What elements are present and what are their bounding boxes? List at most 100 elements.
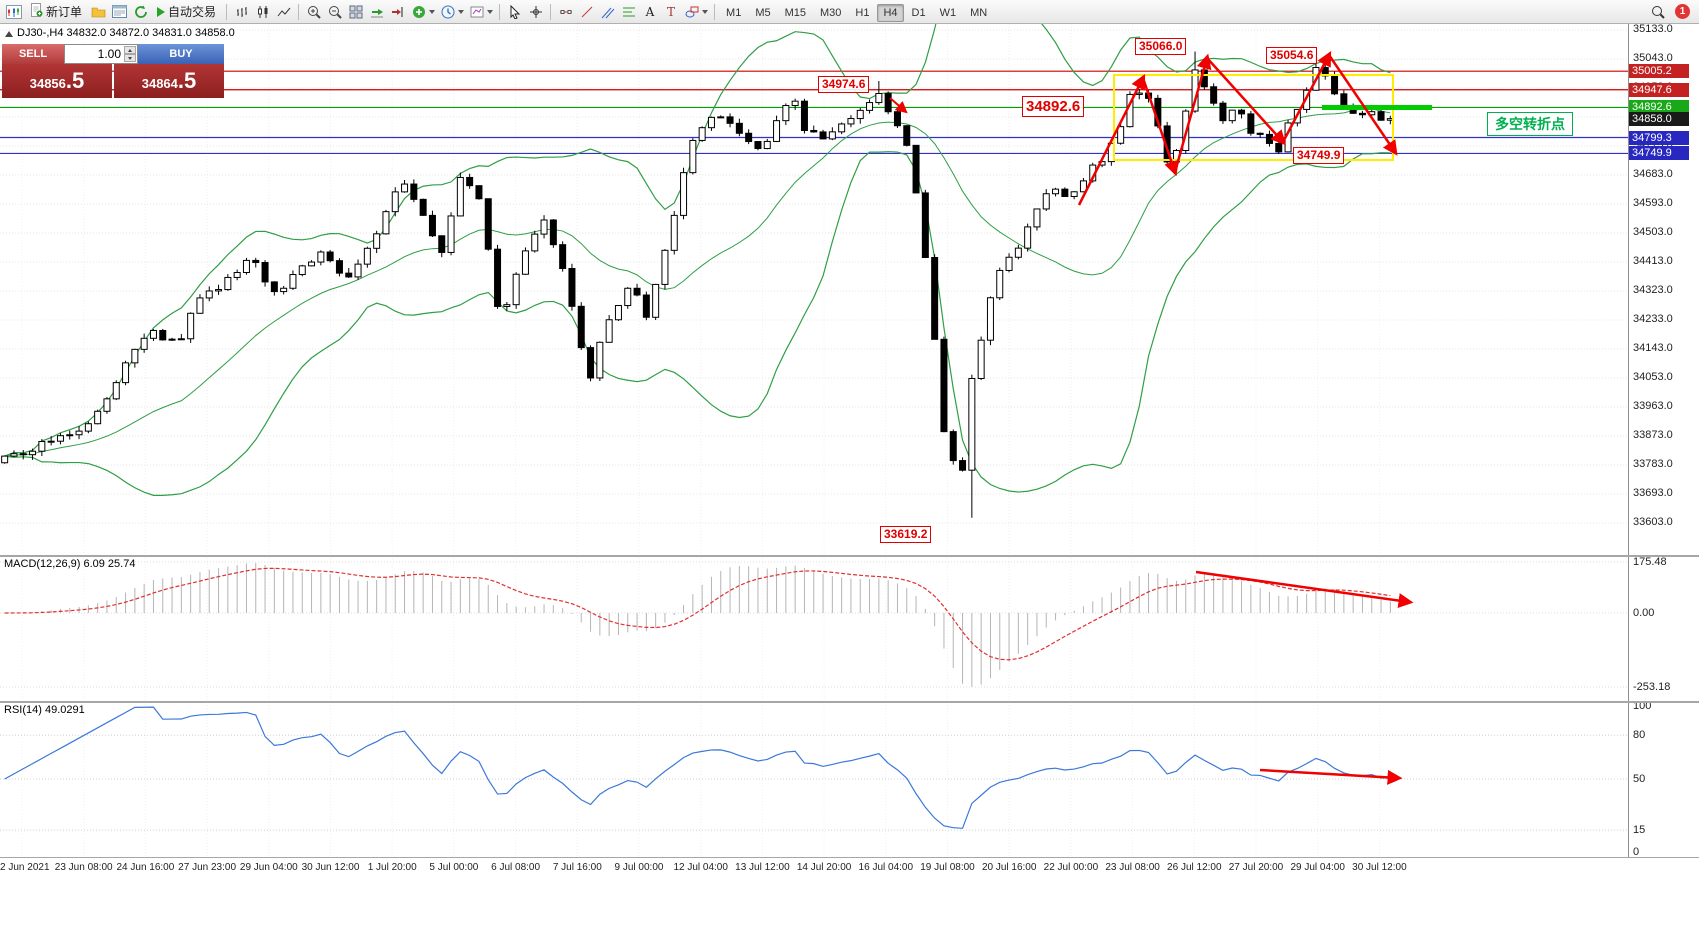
indicators-caret[interactable] — [429, 9, 436, 14]
auto-scroll-icon[interactable] — [366, 2, 387, 22]
volume-input[interactable] — [65, 45, 137, 63]
toolbar-separator — [298, 3, 300, 20]
timeframe-mn[interactable]: MN — [970, 6, 988, 19]
toolbar-separator — [550, 3, 552, 20]
toolbar-separator — [226, 3, 228, 20]
shapes-icon[interactable] — [681, 2, 702, 22]
autotrading-button[interactable]: 自动交易 — [151, 2, 222, 22]
y-axis-label: 35133.0 — [1633, 23, 1673, 35]
timeframe-w1[interactable]: W1 — [939, 6, 957, 19]
autotrading-label: 自动交易 — [168, 5, 217, 19]
chart-canvas[interactable] — [0, 24, 1628, 878]
time-label: 23 Jul 08:00 — [1105, 862, 1160, 873]
fibonacci-icon[interactable] — [618, 2, 639, 22]
notification-badge[interactable]: 1 — [1675, 4, 1690, 19]
time-label: 20 Jul 16:00 — [981, 862, 1037, 873]
one-click-trading-panel: SELL BUY 34856.5 34864.5 — [2, 44, 224, 98]
toolbar-right-group: 1 — [1647, 2, 1696, 22]
price-tag-34892[interactable]: 34892.6 — [1022, 96, 1085, 117]
macd-label: MACD(12,26,9) 6.09 25.74 — [4, 558, 136, 570]
time-label: 12 Jul 04:00 — [673, 862, 728, 873]
time-label: 7 Jul 16:00 — [552, 862, 602, 873]
time-label: 22 Jul 00:00 — [1043, 862, 1099, 873]
pivot-point-label[interactable]: 多空转折点 — [1487, 112, 1573, 136]
zoom-out-icon[interactable] — [324, 2, 345, 22]
shapes-caret[interactable] — [702, 9, 709, 14]
y-axis-label: 34683.0 — [1633, 168, 1673, 180]
y-axis-label: 33873.0 — [1633, 429, 1673, 441]
crosshair-icon[interactable] — [525, 2, 546, 22]
data-window-icon[interactable] — [109, 2, 130, 22]
timeframe-m30[interactable]: M30 — [820, 6, 842, 19]
buy-price[interactable]: 34864.5 — [114, 64, 224, 98]
up-arrow-icon — [128, 48, 132, 52]
label-icon[interactable]: T — [660, 2, 681, 22]
rsi-scale-label: 15 — [1633, 824, 1646, 837]
one-click-toggle-icon[interactable] — [5, 31, 13, 37]
toolbar-separator — [714, 3, 716, 20]
price-marker: 34892.6 — [1629, 100, 1689, 115]
price-tag-35066[interactable]: 35066.0 — [1135, 38, 1187, 55]
time-label: 29 Jul 04:00 — [1290, 862, 1345, 873]
templates-caret[interactable] — [487, 9, 494, 14]
chart-window-icon[interactable] — [3, 2, 24, 22]
time-label: 23 Jun 08:00 — [54, 862, 113, 873]
cursor-icon[interactable] — [504, 2, 525, 22]
new-order-label: 新订单 — [46, 5, 83, 19]
y-axis-label: 34323.0 — [1633, 284, 1673, 296]
time-label: 5 Jul 00:00 — [429, 862, 479, 873]
panel-separator[interactable] — [0, 701, 1699, 703]
panel-separator[interactable] — [0, 555, 1699, 557]
periods-caret[interactable] — [458, 9, 465, 14]
refresh-icon[interactable] — [130, 2, 151, 22]
timeframe-h1[interactable]: H1 — [855, 6, 870, 19]
sell-button[interactable]: SELL — [2, 44, 64, 64]
line-chart-icon[interactable] — [273, 2, 294, 22]
sell-price[interactable]: 34856.5 — [2, 64, 112, 98]
timeframe-d1[interactable]: D1 — [911, 6, 926, 19]
templates-icon[interactable] — [466, 2, 487, 22]
time-label: 22 Jun 2021 — [0, 862, 50, 873]
time-label: 1 Jul 20:00 — [367, 862, 417, 873]
zoom-in-icon[interactable] — [303, 2, 324, 22]
time-label: 27 Jul 20:00 — [1228, 862, 1284, 873]
y-axis-label: 34593.0 — [1633, 197, 1673, 209]
bar-chart-icon[interactable] — [231, 2, 252, 22]
y-axis-label: 35043.0 — [1633, 52, 1673, 64]
timeframe-h4[interactable]: H4 — [877, 3, 904, 22]
volume-down-button[interactable] — [124, 54, 136, 62]
y-axis-label: 33603.0 — [1633, 516, 1673, 528]
price-tag-33619[interactable]: 33619.2 — [880, 526, 932, 543]
hline-icon[interactable] — [555, 2, 576, 22]
price-tag-34749[interactable]: 34749.9 — [1293, 147, 1345, 164]
timeframe-m5[interactable]: M5 — [755, 6, 771, 19]
timeframe-m15[interactable]: M15 — [784, 6, 806, 19]
profiles-icon[interactable] — [88, 2, 109, 22]
price-tag-35054[interactable]: 35054.6 — [1266, 47, 1318, 64]
price-marker: 35005.2 — [1629, 64, 1689, 79]
text-icon[interactable]: A — [639, 2, 660, 22]
svg-text:A: A — [644, 5, 654, 19]
timeframe-group: M1 M5 M15 M30 H1 H4 D1 W1 MN — [719, 3, 994, 22]
channel-icon[interactable] — [597, 2, 618, 22]
indicators-icon[interactable] — [408, 2, 429, 22]
volume-up-button[interactable] — [124, 46, 136, 54]
time-label: 9 Jul 00:00 — [614, 862, 664, 873]
time-label: 14 Jul 20:00 — [796, 862, 852, 873]
price-axis[interactable]: 35133.035043.034953.034863.034773.034683… — [1628, 23, 1699, 858]
candlestick-chart-icon[interactable] — [252, 2, 273, 22]
y-axis-label: 33783.0 — [1633, 458, 1673, 470]
price-tag-34974[interactable]: 34974.6 — [818, 76, 870, 93]
periods-icon[interactable] — [437, 2, 458, 22]
timeframe-m1[interactable]: M1 — [726, 6, 742, 19]
tile-windows-icon[interactable] — [345, 2, 366, 22]
buy-button[interactable]: BUY — [138, 44, 224, 64]
time-label: 13 Jul 12:00 — [735, 862, 790, 873]
time-label: 30 Jul 12:00 — [1352, 862, 1407, 873]
trendline-icon[interactable] — [576, 2, 597, 22]
new-order-button[interactable]: 新订单 — [24, 2, 88, 22]
chart-shift-icon[interactable] — [387, 2, 408, 22]
search-icon[interactable] — [1647, 2, 1668, 22]
toolbar: 新订单 自动交易 A T M1 M5 M15 M30 H1 H4 D1 W1 MN 1 — [0, 0, 1699, 24]
